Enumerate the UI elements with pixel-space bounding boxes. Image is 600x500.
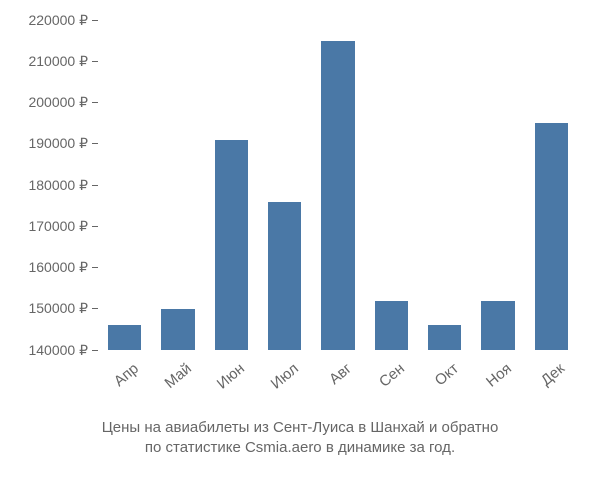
y-tick-mark	[92, 185, 98, 186]
y-tick-mark	[92, 267, 98, 268]
bar	[481, 301, 514, 351]
y-tick-label: 160000 ₽	[28, 259, 88, 276]
caption-line-2: по статистике Csmia.aero в динамике за г…	[0, 438, 600, 458]
y-tick-label: 140000 ₽	[28, 342, 88, 359]
y-tick-label: 210000 ₽	[28, 53, 88, 70]
y-tick-mark	[92, 143, 98, 144]
x-tick-label: Сен	[376, 360, 408, 391]
bar	[428, 325, 461, 350]
bar	[375, 301, 408, 351]
x-tick-label: Окт	[431, 360, 461, 389]
x-tick-label: Апр	[110, 360, 141, 390]
bar	[108, 325, 141, 350]
bars-container	[98, 20, 578, 350]
x-tick-label: Май	[161, 360, 194, 392]
y-tick-mark	[92, 61, 98, 62]
bar	[161, 309, 194, 350]
bar	[321, 41, 354, 350]
y-tick-label: 170000 ₽	[28, 218, 88, 235]
x-tick-label: Дек	[538, 360, 568, 389]
caption-line-1: Цены на авиабилеты из Сент-Луиса в Шанха…	[0, 418, 600, 438]
y-tick-label: 150000 ₽	[28, 300, 88, 317]
plot-area: 140000 ₽150000 ₽160000 ₽170000 ₽180000 ₽…	[98, 20, 578, 350]
bar	[268, 202, 301, 351]
y-tick-mark	[92, 102, 98, 103]
bar	[215, 140, 248, 350]
y-tick-mark	[92, 226, 98, 227]
y-tick-mark	[92, 308, 98, 309]
x-tick-label: Авг	[326, 360, 355, 388]
x-tick-label: Июн	[214, 360, 248, 393]
price-bar-chart: 140000 ₽ 150000 ₽ 160000 ₽ 170000 ₽ 180000 ₽…	[0, 0, 600, 500]
x-tick-label: Ноя	[483, 360, 515, 391]
y-tick-mark	[92, 350, 98, 351]
chart-caption: Цены на авиабилеты из Сент-Луиса в Шанха…	[0, 418, 600, 459]
x-axis-labels: Апр Май Июн Июл Авг Сен Окт Ноя Дек	[98, 354, 578, 414]
y-tick-mark	[92, 20, 98, 21]
x-tick-label: Июл	[267, 360, 301, 393]
y-tick-label: 200000 ₽	[28, 94, 88, 111]
bar	[535, 123, 568, 350]
y-tick-label: 180000 ₽	[28, 177, 88, 194]
y-tick-label: 220000 ₽	[28, 12, 88, 29]
y-tick-label: 190000 ₽	[28, 135, 88, 152]
